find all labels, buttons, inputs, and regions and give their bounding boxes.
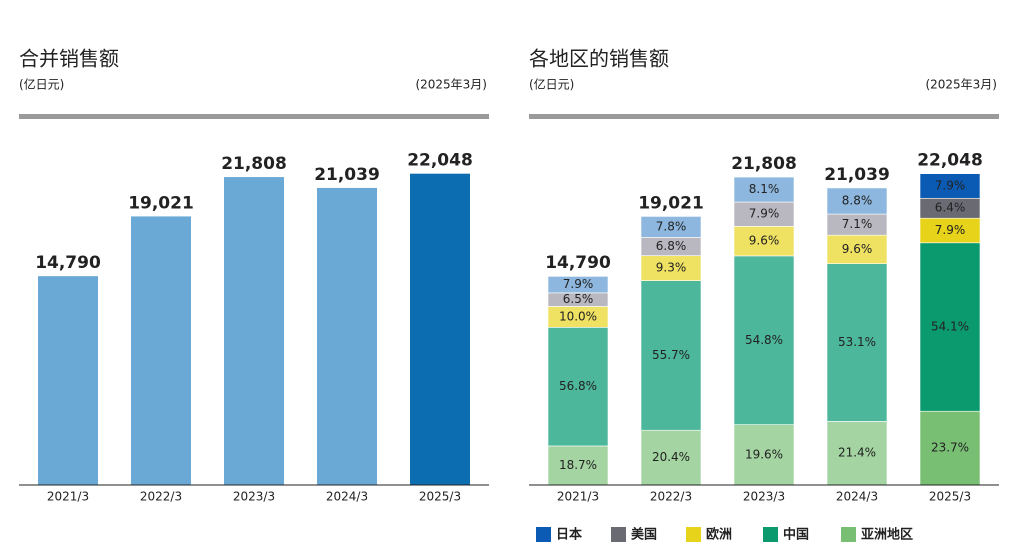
- legend-label: 亚洲地区: [861, 527, 913, 543]
- segment-label: 8.1%: [749, 182, 780, 196]
- subtitle: (亿日元): [19, 77, 64, 92]
- segment-label: 20.4%: [652, 450, 690, 464]
- total-label: 19,021: [638, 193, 704, 213]
- bar-segment: [733, 201, 795, 227]
- x-tick-label: 2023/3: [743, 490, 785, 504]
- segment-label: 23.7%: [931, 441, 969, 455]
- legend-label: 中国: [783, 527, 809, 543]
- bar-segment: [733, 255, 795, 425]
- x-tick-label: 2025/3: [929, 490, 971, 504]
- note: (2025年3月): [925, 78, 997, 92]
- total-label: 21,039: [824, 165, 890, 185]
- bar-segment: [640, 255, 702, 281]
- segment-label: 18.7%: [559, 458, 597, 472]
- segment-label: 8.8%: [842, 194, 873, 208]
- bar-segment: [826, 187, 888, 215]
- segment-label: 56.8%: [559, 379, 597, 393]
- bar-segment: [919, 242, 981, 412]
- value-label: 21,039: [314, 165, 380, 185]
- segment-label: 7.9%: [935, 223, 966, 237]
- x-tick-label: 2021/3: [557, 490, 599, 504]
- legend-swatch: [763, 527, 778, 542]
- bar-segment: [826, 421, 888, 486]
- segment-label: 9.6%: [749, 234, 780, 248]
- value-label: 14,790: [35, 253, 101, 273]
- x-tick-label: 2023/3: [233, 490, 275, 504]
- x-tick-label: 2024/3: [836, 490, 878, 504]
- total-label: 22,048: [917, 151, 983, 171]
- segment-label: 54.8%: [745, 333, 783, 347]
- segment-label: 6.4%: [935, 201, 966, 215]
- legend-swatch: [686, 527, 701, 542]
- legend-swatch: [536, 527, 551, 542]
- legend-label: 美国: [631, 527, 657, 543]
- bar-segment: [826, 234, 888, 264]
- bar-segment: [733, 176, 795, 203]
- segment-label: 7.9%: [749, 207, 780, 221]
- value-label: 22,048: [407, 151, 473, 171]
- x-tick-label: 2024/3: [326, 490, 368, 504]
- bar: [317, 187, 377, 485]
- legend-swatch: [841, 527, 856, 542]
- segment-label: 7.9%: [935, 178, 966, 192]
- bar-segment: [640, 280, 702, 431]
- chart-title: 各地区的销售额: [529, 47, 669, 71]
- chart-title: 合并销售额: [19, 47, 119, 71]
- x-tick-label: 2022/3: [140, 490, 182, 504]
- segment-label: 6.8%: [656, 239, 687, 253]
- divider: [529, 114, 999, 119]
- segment-label: 55.7%: [652, 348, 690, 362]
- segment-label: 6.5%: [563, 292, 594, 306]
- bar-segment: [826, 263, 888, 422]
- note: (2025年3月): [415, 78, 487, 92]
- bar: [224, 177, 284, 485]
- legend-label: 欧洲: [706, 527, 732, 543]
- value-label: 19,021: [128, 193, 194, 213]
- divider: [19, 114, 489, 119]
- total-label: 21,808: [731, 154, 797, 174]
- segment-label: 7.8%: [656, 219, 687, 233]
- total-label: 14,790: [545, 253, 611, 273]
- x-tick-label: 2021/3: [47, 490, 89, 504]
- bar: [410, 173, 470, 485]
- segment-label: 9.6%: [842, 242, 873, 256]
- subtitle: (亿日元): [529, 77, 574, 92]
- legend-swatch: [611, 527, 626, 542]
- bar-segment: [919, 217, 981, 244]
- segment-label: 7.9%: [563, 277, 594, 291]
- bar-segment: [919, 173, 981, 199]
- bar: [38, 276, 98, 485]
- segment-label: 54.1%: [931, 320, 969, 334]
- bar-segment: [547, 327, 609, 447]
- segment-label: 7.1%: [842, 217, 873, 231]
- bar-segment: [547, 276, 609, 294]
- x-tick-label: 2025/3: [419, 490, 461, 504]
- bar-segment: [640, 216, 702, 238]
- segment-label: 9.3%: [656, 261, 687, 275]
- segment-label: 10.0%: [559, 309, 597, 323]
- value-label: 21,808: [221, 154, 287, 174]
- bar: [131, 216, 191, 486]
- bar-segment: [733, 424, 795, 486]
- bar-segment: [733, 226, 795, 257]
- segment-label: 19.6%: [745, 447, 783, 461]
- segment-label: 21.4%: [838, 446, 876, 460]
- segment-label: 53.1%: [838, 335, 876, 349]
- x-tick-label: 2022/3: [650, 490, 692, 504]
- legend-label: 日本: [556, 527, 582, 543]
